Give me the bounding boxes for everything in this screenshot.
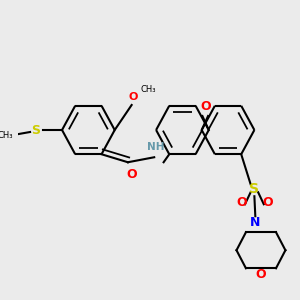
Text: CH₃: CH₃ xyxy=(0,131,13,140)
Text: O: O xyxy=(129,92,138,102)
Text: S: S xyxy=(249,182,260,196)
Text: N: N xyxy=(250,216,260,229)
Text: O: O xyxy=(236,196,247,209)
Text: CH₃: CH₃ xyxy=(141,85,156,94)
Text: NH: NH xyxy=(147,142,165,152)
Text: S: S xyxy=(31,124,40,136)
Text: O: O xyxy=(126,168,137,181)
Text: O: O xyxy=(256,268,266,281)
Text: O: O xyxy=(200,100,211,113)
Text: O: O xyxy=(262,196,273,209)
